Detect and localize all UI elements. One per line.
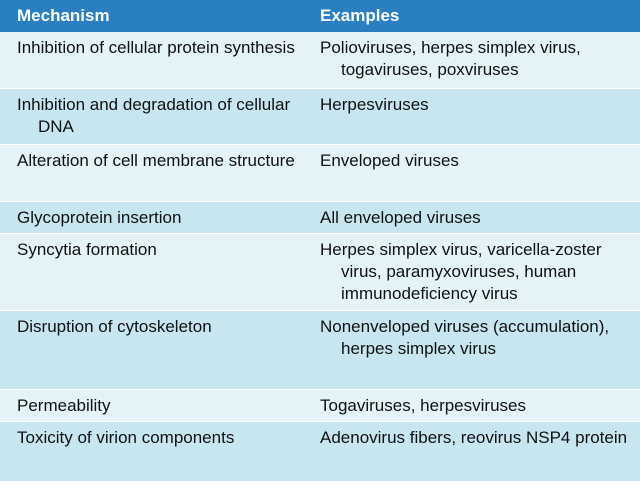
table-row: Inhibition and degradation of cellular D… (0, 89, 640, 145)
mechanism-cell: Glycoprotein insertion (17, 208, 182, 227)
mechanism-cell: Toxicity of virion components (17, 428, 235, 447)
table-row: Alteration of cell membrane structure En… (0, 145, 640, 202)
table-row: Inhibition of cellular protein synthesis… (0, 32, 640, 89)
table-row: Syncytia formation Herpes simplex virus,… (0, 234, 640, 311)
mechanism-cell: Alteration of cell membrane structure (17, 151, 295, 170)
mechanism-cell: Inhibition of cellular protein synthesis (17, 38, 295, 57)
examples-cell: Enveloped viruses (320, 151, 459, 170)
mechanism-cell: Inhibition and degradation of cellular D… (17, 95, 291, 136)
examples-cell: Togaviruses, herpesviruses (320, 396, 526, 415)
table-row: Permeability Togaviruses, herpesviruses (0, 390, 640, 422)
table-row: Toxicity of virion components Adenovirus… (0, 422, 640, 481)
table-row: Glycoprotein insertion All enveloped vir… (0, 202, 640, 234)
examples-cell: Polioviruses, herpes simplex virus, toga… (320, 38, 581, 79)
examples-cell: All enveloped viruses (320, 208, 481, 227)
examples-cell: Herpes simplex virus, varicella-zoster v… (320, 240, 602, 303)
header-examples: Examples (320, 6, 400, 25)
examples-cell: Adenovirus fibers, reovirus NSP4 protein (320, 428, 628, 447)
mechanism-cell: Syncytia formation (17, 240, 157, 259)
mechanism-cell: Disruption of cytoskeleton (17, 317, 212, 336)
table-header: Mechanism Examples (0, 0, 640, 32)
examples-cell: Nonenveloped viruses (accumulation), her… (320, 317, 610, 358)
table-row: Disruption of cytoskeleton Nonenveloped … (0, 311, 640, 390)
mechanism-cell: Permeability (17, 396, 111, 415)
examples-cell: Herpesviruses (320, 95, 429, 114)
header-mechanism: Mechanism (17, 6, 110, 25)
